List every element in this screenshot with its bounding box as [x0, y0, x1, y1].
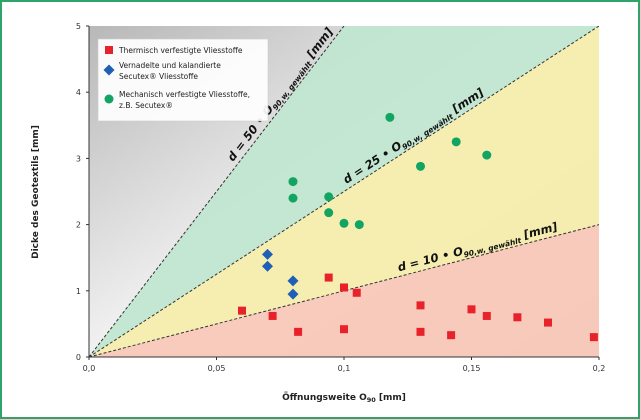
x-axis-title: Öffnungsweite O90 [mm]: [282, 392, 406, 404]
point-circle: [354, 220, 364, 230]
point-diamond: [262, 260, 273, 272]
point-square: [482, 311, 491, 320]
y-tick-label: 3: [76, 154, 81, 163]
point-square: [324, 273, 333, 282]
boundary-line-25: [89, 26, 599, 357]
legend-label: Thermisch verfestigte Vliesstoffe: [118, 46, 243, 55]
legend-box: [97, 38, 269, 122]
legend: Thermisch verfestigte Vliesstoffe Vernade…: [97, 38, 269, 122]
x-tick-label: 0,05: [208, 364, 226, 373]
data-points: [238, 112, 598, 342]
point-square: [467, 305, 476, 314]
point-diamond: [287, 288, 299, 300]
y-tick-label: 2: [76, 221, 81, 230]
point-square: [416, 327, 425, 336]
y-tick-label: 5: [76, 22, 81, 31]
point-square: [447, 331, 456, 340]
x-ticks: 0,0 0,05 0,1 0,15 0,2: [83, 357, 606, 373]
y-tick-label: 0: [76, 353, 81, 362]
y-tick-label: 4: [76, 88, 81, 97]
y-axis-title: Dicke des Geotextils [mm]: [31, 125, 41, 259]
point-circle: [385, 112, 395, 122]
point-circle: [416, 161, 425, 171]
y-ticks: 0 1 2 3 4 5: [76, 22, 89, 362]
legend-label: Vernadelte und kalandierte: [119, 61, 221, 70]
legend-marker-circle: [104, 94, 114, 104]
point-circle: [339, 218, 349, 228]
point-square: [416, 301, 425, 310]
legend-label: z.B. Secutex®: [119, 101, 173, 110]
point-square: [340, 325, 348, 334]
point-circle: [288, 193, 298, 203]
y-tick-label: 1: [76, 287, 81, 296]
point-square: [544, 318, 552, 327]
point-square: [294, 327, 303, 336]
legend-label: Secutex® Vliesstoffe: [119, 72, 198, 81]
point-square: [589, 333, 598, 342]
boundary-line-10: [89, 224, 599, 357]
point-square: [513, 313, 522, 322]
legend-marker-square: [105, 46, 113, 54]
x-tick-label: 0,15: [463, 364, 481, 373]
point-square: [352, 288, 361, 297]
point-square: [268, 311, 277, 320]
x-tick-label: 0,1: [338, 364, 351, 373]
legend-label: Mechanisch verfestigte Vliesstoffe,: [119, 90, 250, 99]
x-tick-label: 0,0: [83, 364, 96, 373]
legend-marker-diamond: [103, 64, 115, 76]
point-circle: [324, 208, 334, 218]
point-diamond: [287, 275, 299, 287]
point-circle: [324, 192, 334, 202]
point-diamond: [262, 248, 273, 260]
point-circle: [288, 177, 298, 187]
point-circle: [482, 150, 492, 160]
point-circle: [451, 137, 461, 147]
point-square: [238, 306, 246, 315]
point-square: [340, 283, 348, 292]
x-tick-label: 0,2: [593, 364, 606, 373]
band-boundary-lines: [89, 26, 599, 357]
